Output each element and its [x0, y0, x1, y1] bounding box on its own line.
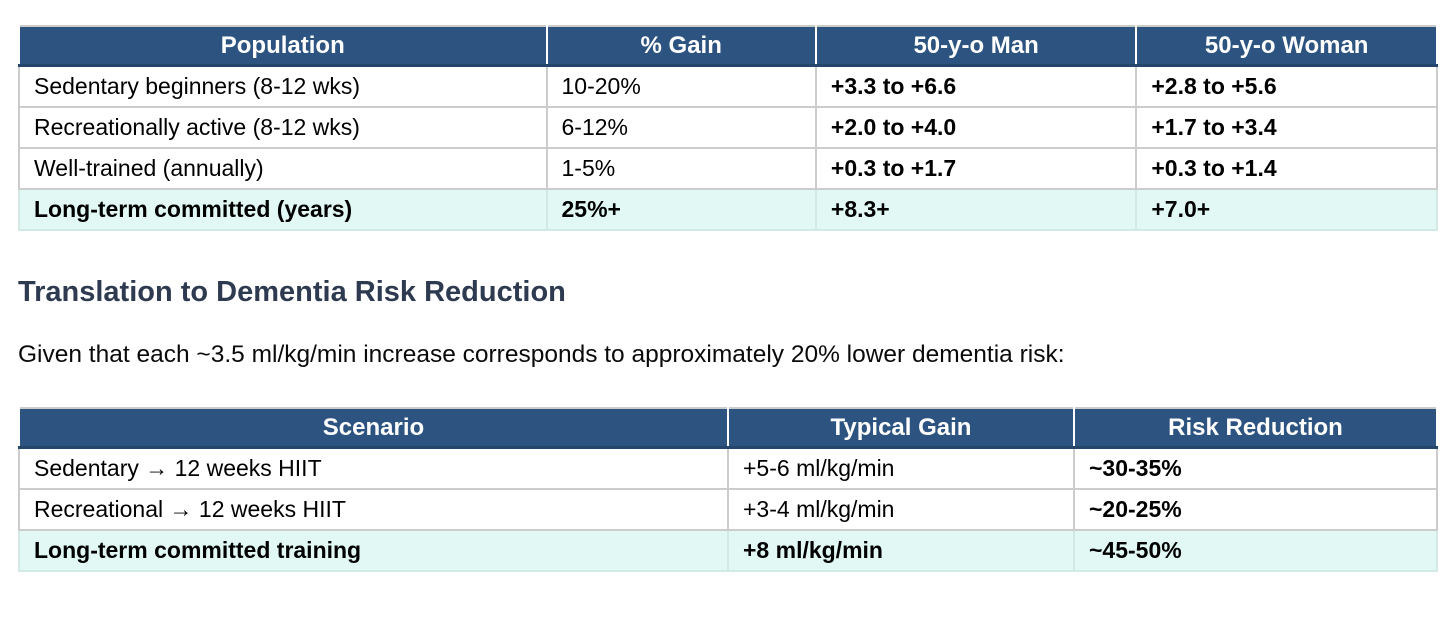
- column-header: 50-y-o Woman: [1135, 26, 1438, 67]
- table-cell: +5-6 ml/kg/min: [727, 446, 1075, 490]
- table-cell: ~45-50%: [1072, 529, 1439, 572]
- table-cell: Recreationally active (8-12 wks): [18, 106, 548, 149]
- table-cell: Well-trained (annually): [18, 147, 548, 190]
- table-cell: Sedentary beginners (8-12 wks): [18, 64, 548, 108]
- table-row: Sedentary beginners (8-12 wks) 10-20% +3.3…: [18, 64, 1438, 108]
- column-header: % Gain: [545, 26, 817, 67]
- table-cell: Long-term committed training: [18, 529, 729, 572]
- dementia-risk-table-body: Sedentary → 12 weeks HIIT +5-6 ml/kg/min ~…: [18, 446, 1439, 572]
- vo2max-gain-table: Population% Gain 50-y-o Man 50-y-o Woman S…: [18, 25, 1438, 231]
- dementia-risk-table-header: Scenario Typical Gain Risk Reduction: [18, 408, 1439, 449]
- table-header-row: Scenario Typical Gain Risk Reduction: [18, 408, 1439, 449]
- table-row: Long-term committed (years) 25%+ +8.3+ +7.0…: [18, 188, 1438, 231]
- table-cell: +8 ml/kg/min: [727, 529, 1075, 572]
- table-cell: +8.3+: [814, 188, 1138, 231]
- table-row: Recreationally active (8-12 wks) 6-12% +2.…: [18, 106, 1438, 149]
- table-cell: Sedentary → 12 weeks HIIT: [18, 446, 729, 490]
- column-header: Scenario: [18, 408, 729, 449]
- table-header-row: Population% Gain 50-y-o Man 50-y-o Woman: [18, 26, 1438, 67]
- table-cell: Recreational → 12 weeks HIIT: [18, 488, 729, 531]
- table-cell: 25%+: [545, 188, 817, 231]
- table-cell: +0.3 to +1.4: [1135, 147, 1438, 190]
- table-row: Recreational → 12 weeks HIIT +3-4 ml/kg/m…: [18, 488, 1439, 531]
- intro-paragraph: Given that each ~3.5 ml/kg/min increase …: [18, 341, 1065, 368]
- table-cell: ~30-35%: [1072, 446, 1439, 490]
- table-cell: +2.8 to +5.6: [1135, 64, 1438, 108]
- table-cell: +0.3 to +1.7: [814, 147, 1138, 190]
- table-cell: +3-4 ml/kg/min: [727, 488, 1075, 531]
- table-row: Sedentary → 12 weeks HIIT +5-6 ml/kg/min ~…: [18, 446, 1439, 490]
- table-cell: 6-12%: [545, 106, 817, 149]
- table-cell: 10-20%: [545, 64, 817, 108]
- column-header: 50-y-o Man: [814, 26, 1138, 67]
- table-cell: +7.0+: [1135, 188, 1438, 231]
- table-cell: +1.7 to +3.4: [1135, 106, 1438, 149]
- vo2max-gain-table-header: Population% Gain 50-y-o Man 50-y-o Woman: [18, 26, 1438, 67]
- table-cell: Long-term committed (years): [18, 188, 548, 231]
- vo2max-gain-table-body: Sedentary beginners (8-12 wks) 10-20% +3.3…: [18, 64, 1438, 231]
- table-cell: 1-5%: [545, 147, 817, 190]
- column-header: Typical Gain: [727, 408, 1075, 449]
- table-cell: +3.3 to +6.6: [814, 64, 1138, 108]
- table-cell: ~20-25%: [1072, 488, 1439, 531]
- table-cell: +2.0 to +4.0: [814, 106, 1138, 149]
- section-heading: Translation to Dementia Risk Reduction: [18, 276, 566, 308]
- dementia-risk-table: Scenario Typical Gain Risk Reduction Seden…: [18, 407, 1439, 572]
- column-header: Risk Reduction: [1072, 408, 1439, 449]
- table-row: Well-trained (annually) 1-5% +0.3 to +1.7 +…: [18, 147, 1438, 190]
- risk-reduction-table-wrap: Scenario Typical Gain Risk Reduction Seden…: [18, 407, 1439, 572]
- table-row: Long-term committed training +8 ml/kg/min…: [18, 529, 1439, 572]
- column-header: Population: [18, 26, 548, 67]
